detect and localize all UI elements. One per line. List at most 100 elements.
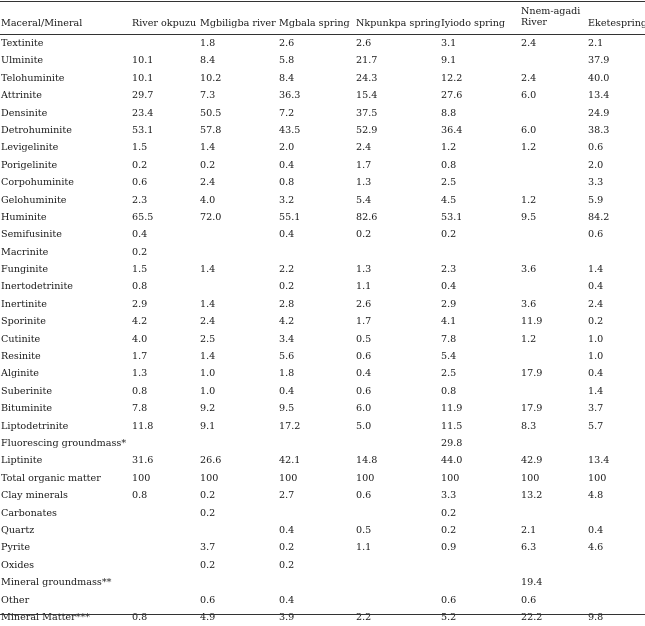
row-label: Telohuminite: [1, 72, 65, 84]
row-value: 11.5: [441, 420, 463, 432]
row-value: 100: [200, 472, 219, 484]
row-value: 1.5: [132, 142, 148, 154]
table-row: Fluorescing groundmass* 29.8: [0, 435, 645, 452]
table-row: Huminite 65.5 72.0 55.1 82.6 53.1 9.5 84.2: [0, 209, 645, 226]
row-label: Inertodetrinite: [1, 281, 73, 293]
row-value: 0.4: [588, 368, 604, 380]
row-value: 1.5: [132, 264, 148, 276]
row-value: 0.4: [279, 229, 295, 241]
row-value: 4.2: [132, 316, 148, 328]
header-mgbiligba-river: Mgbiligba river: [200, 18, 276, 29]
row-value: 0.8: [132, 385, 148, 397]
row-label: Textinite: [1, 38, 44, 49]
table-row: Gelohuminite 2.3 4.0 3.2 5.4 4.5 1.2 5.9: [0, 192, 645, 209]
row-label: Oxides: [1, 559, 35, 571]
row-value: 0.2: [279, 281, 295, 293]
row-value: 0.6: [588, 229, 604, 241]
row-value: 1.7: [356, 316, 372, 328]
row-value: 1.4: [588, 385, 604, 397]
row-value: 38.3: [588, 124, 610, 136]
row-label: Resinite: [1, 351, 41, 363]
row-value: 9.1: [200, 420, 216, 432]
row-value: 2.6: [279, 38, 295, 49]
row-value: 8.3: [521, 420, 537, 432]
row-value: 1.2: [441, 142, 457, 154]
row-value: 31.6: [132, 455, 154, 467]
row-value: 1.4: [200, 351, 216, 363]
row-value: 6.3: [521, 542, 537, 554]
row-value: 1.0: [200, 385, 216, 397]
row-value: 2.7: [279, 490, 295, 502]
row-value: 4.5: [441, 194, 457, 206]
row-label: Clay minerals: [1, 490, 68, 502]
row-value: 2.2: [279, 264, 295, 276]
row-value: 65.5: [132, 211, 154, 223]
row-value: 1.2: [521, 194, 537, 206]
row-value: 0.4: [588, 524, 604, 536]
table-row: Liptodetrinite 11.8 9.1 17.2 5.0 11.5 8.3 5.7: [0, 418, 645, 435]
row-value: 8.8: [441, 107, 457, 119]
header-maceral-mineral: Maceral/Mineral: [1, 18, 83, 29]
table-row: Densinite 23.4 50.5 7.2 37.5 8.8 24.9: [0, 105, 645, 122]
row-value: 4.2: [279, 316, 295, 328]
row-value: 8.4: [279, 72, 295, 84]
table-row: Cutinite 4.0 2.5 3.4 0.5 7.8 1.2 1.0: [0, 331, 645, 348]
table-row: Inertodetrinite 0.8 0.2 1.1 0.4 0.4: [0, 278, 645, 295]
row-value: 0.8: [279, 177, 295, 189]
row-value: 100: [356, 472, 375, 484]
row-value: 17.2: [279, 420, 301, 432]
row-value: 2.8: [279, 298, 295, 310]
row-value: 0.2: [200, 559, 216, 571]
row-label: Sporinite: [1, 316, 46, 328]
row-value: 3.1: [441, 38, 457, 49]
table-row: Semifusinite 0.4 0.4 0.2 0.2 0.6: [0, 226, 645, 243]
table-row: Porigelinite 0.2 0.2 0.4 1.7 0.8 2.0: [0, 157, 645, 174]
row-label: Semifusinite: [1, 229, 62, 241]
row-value: 1.1: [356, 281, 372, 293]
row-value: 0.8: [132, 281, 148, 293]
row-value: 0.2: [200, 507, 216, 519]
row-value: 3.2: [279, 194, 295, 206]
row-value: 0.2: [200, 159, 216, 171]
row-value: 4.8: [588, 490, 604, 502]
table-row: Textinite 1.8 2.6 2.6 3.1 2.4 2.1: [0, 35, 645, 52]
row-value: 29.7: [132, 90, 154, 102]
row-value: 52.9: [356, 124, 378, 136]
row-value: 10.1: [132, 55, 154, 67]
row-value: 12.2: [441, 72, 463, 84]
row-value: 2.4: [588, 298, 604, 310]
row-value: 0.4: [356, 368, 372, 380]
row-value: 3.4: [279, 333, 295, 345]
row-value: 21.7: [356, 55, 378, 67]
row-value: 24.9: [588, 107, 610, 119]
row-value: 11.8: [132, 420, 154, 432]
header-ekete-spring: Eketespring: [588, 18, 645, 29]
row-value: 13.4: [588, 90, 610, 102]
row-value: 9.8: [588, 611, 604, 623]
row-value: 0.5: [356, 524, 372, 536]
row-value: 1.0: [588, 351, 604, 363]
row-value: 0.6: [588, 142, 604, 154]
row-value: 43.5: [279, 124, 301, 136]
row-value: 13.2: [521, 490, 543, 502]
row-value: 37.5: [356, 107, 378, 119]
row-value: 1.3: [356, 264, 372, 276]
row-value: 5.6: [279, 351, 295, 363]
row-value: 0.6: [200, 594, 216, 606]
row-value: 2.0: [588, 159, 604, 171]
row-label: Pyrite: [1, 542, 31, 554]
row-value: 2.9: [132, 298, 148, 310]
row-value: 100: [588, 472, 607, 484]
table-row: Oxides 0.2 0.2: [0, 557, 645, 574]
row-value: 0.2: [279, 542, 295, 554]
row-value: 1.4: [200, 298, 216, 310]
row-value: 27.6: [441, 90, 463, 102]
row-value: 100: [441, 472, 460, 484]
row-value: 7.3: [200, 90, 216, 102]
table-row: Funginite 1.5 1.4 2.2 1.3 2.3 3.6 1.4: [0, 261, 645, 278]
row-value: 50.5: [200, 107, 222, 119]
row-value: 100: [521, 472, 540, 484]
row-value: 22.2: [521, 611, 543, 623]
table-row: Corpohuminite 0.6 2.4 0.8 1.3 2.5 3.3: [0, 174, 645, 191]
row-value: 72.0: [200, 211, 222, 223]
